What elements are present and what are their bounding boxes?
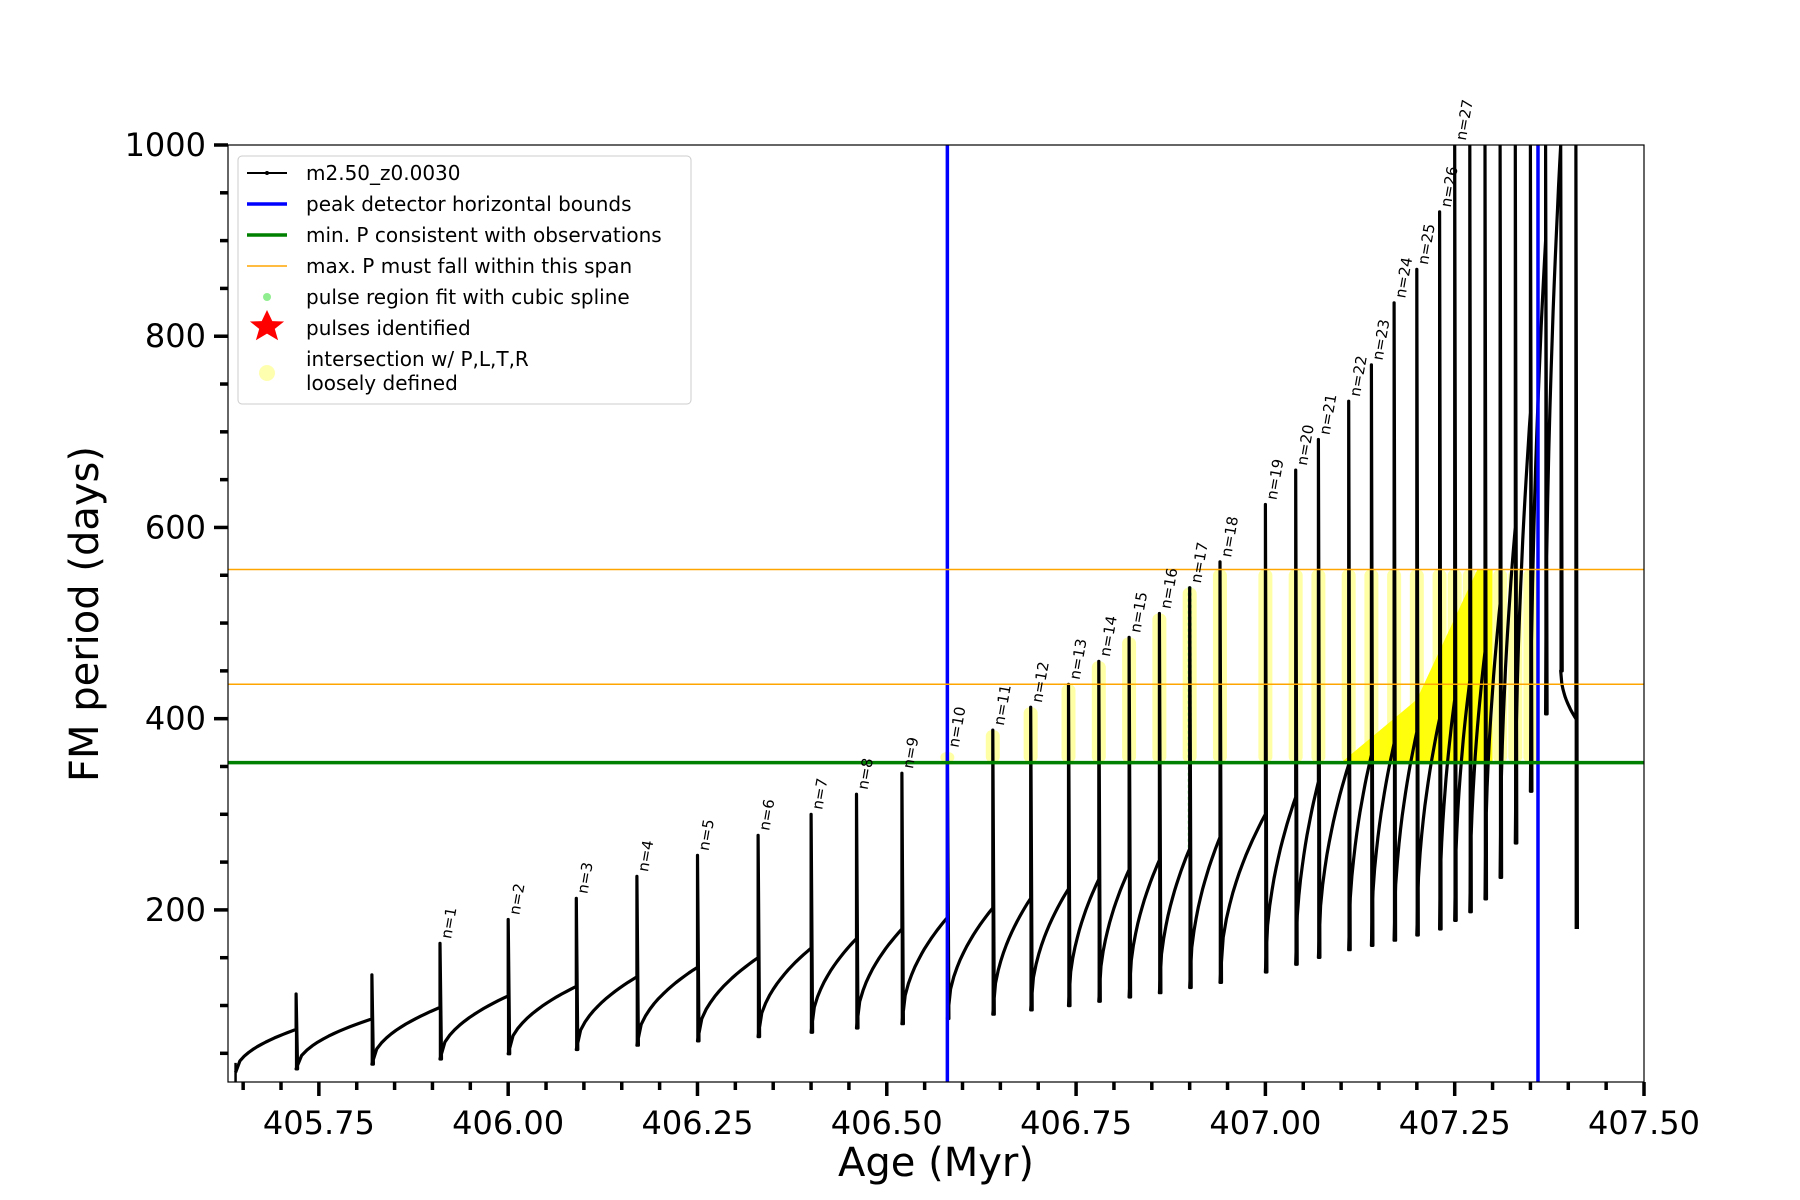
legend-label-series: m2.50_z0.0030 [306, 161, 461, 185]
legend-label-intersection: intersection w/ P,L,T,R [306, 347, 529, 371]
pulse-label-5: n=3 [574, 861, 597, 895]
legend-yellow-circle-icon [259, 365, 275, 381]
pulse-label-7: n=5 [695, 818, 718, 852]
x-tick-label-7: 407.50 [1588, 1104, 1700, 1142]
pulse-label-11: n=9 [899, 736, 922, 770]
y-tick-label-1: 400 [145, 700, 206, 738]
legend-label-max-p: max. P must fall within this span [306, 254, 632, 278]
legend-marker-icon [265, 171, 269, 175]
pulse-label-6: n=4 [634, 839, 657, 873]
pulse-label-9: n=7 [808, 777, 831, 811]
y-tick-label-4: 1000 [125, 126, 206, 164]
legend-red-star-icon [249, 310, 285, 341]
x-axis-title: Age (Myr) [838, 1140, 1034, 1186]
axes: 405.75 406.00 406.25 406.50 406.75 407.00 407.… [125, 126, 1700, 1142]
y-axis-title: FM period (days) [62, 446, 108, 782]
y-tick-label-2: 600 [145, 508, 206, 546]
legend-label-min-p: min. P consistent with observations [306, 223, 662, 247]
x-tick-label-4: 406.75 [1020, 1104, 1132, 1142]
x-tick-label-6: 407.25 [1399, 1104, 1511, 1142]
legend-green-dot-icon [263, 293, 271, 301]
x-tick-label-0: 405.75 [263, 1104, 375, 1142]
y-tick-label-0: 200 [145, 891, 206, 929]
pulse-label-10: n=8 [854, 757, 877, 791]
legend-label-spline: pulse region fit with cubic spline [306, 285, 630, 309]
x-tick-label-1: 406.00 [452, 1104, 564, 1142]
y-tick-label-3: 800 [145, 317, 206, 355]
series-line [234, 145, 1579, 1073]
pulse-label-3: n=1 [437, 906, 460, 940]
plot-frame [227, 144, 1645, 1083]
x-tick-label-5: 407.00 [1209, 1104, 1321, 1142]
legend-label-intersection-2: loosely defined [306, 371, 458, 395]
plot-area [228, 145, 1644, 1082]
legend-label-pulses: pulses identified [306, 316, 471, 340]
x-tick-label-3: 406.50 [831, 1104, 943, 1142]
pulse-label-8: n=6 [755, 798, 778, 832]
legend: m2.50_z0.0030 peak detector horizontal b… [237, 155, 692, 405]
x-tick-label-2: 406.25 [641, 1104, 753, 1142]
legend-box [237, 155, 692, 405]
legend-label-bounds: peak detector horizontal bounds [306, 192, 632, 216]
pulse-label-4: n=2 [505, 882, 528, 916]
